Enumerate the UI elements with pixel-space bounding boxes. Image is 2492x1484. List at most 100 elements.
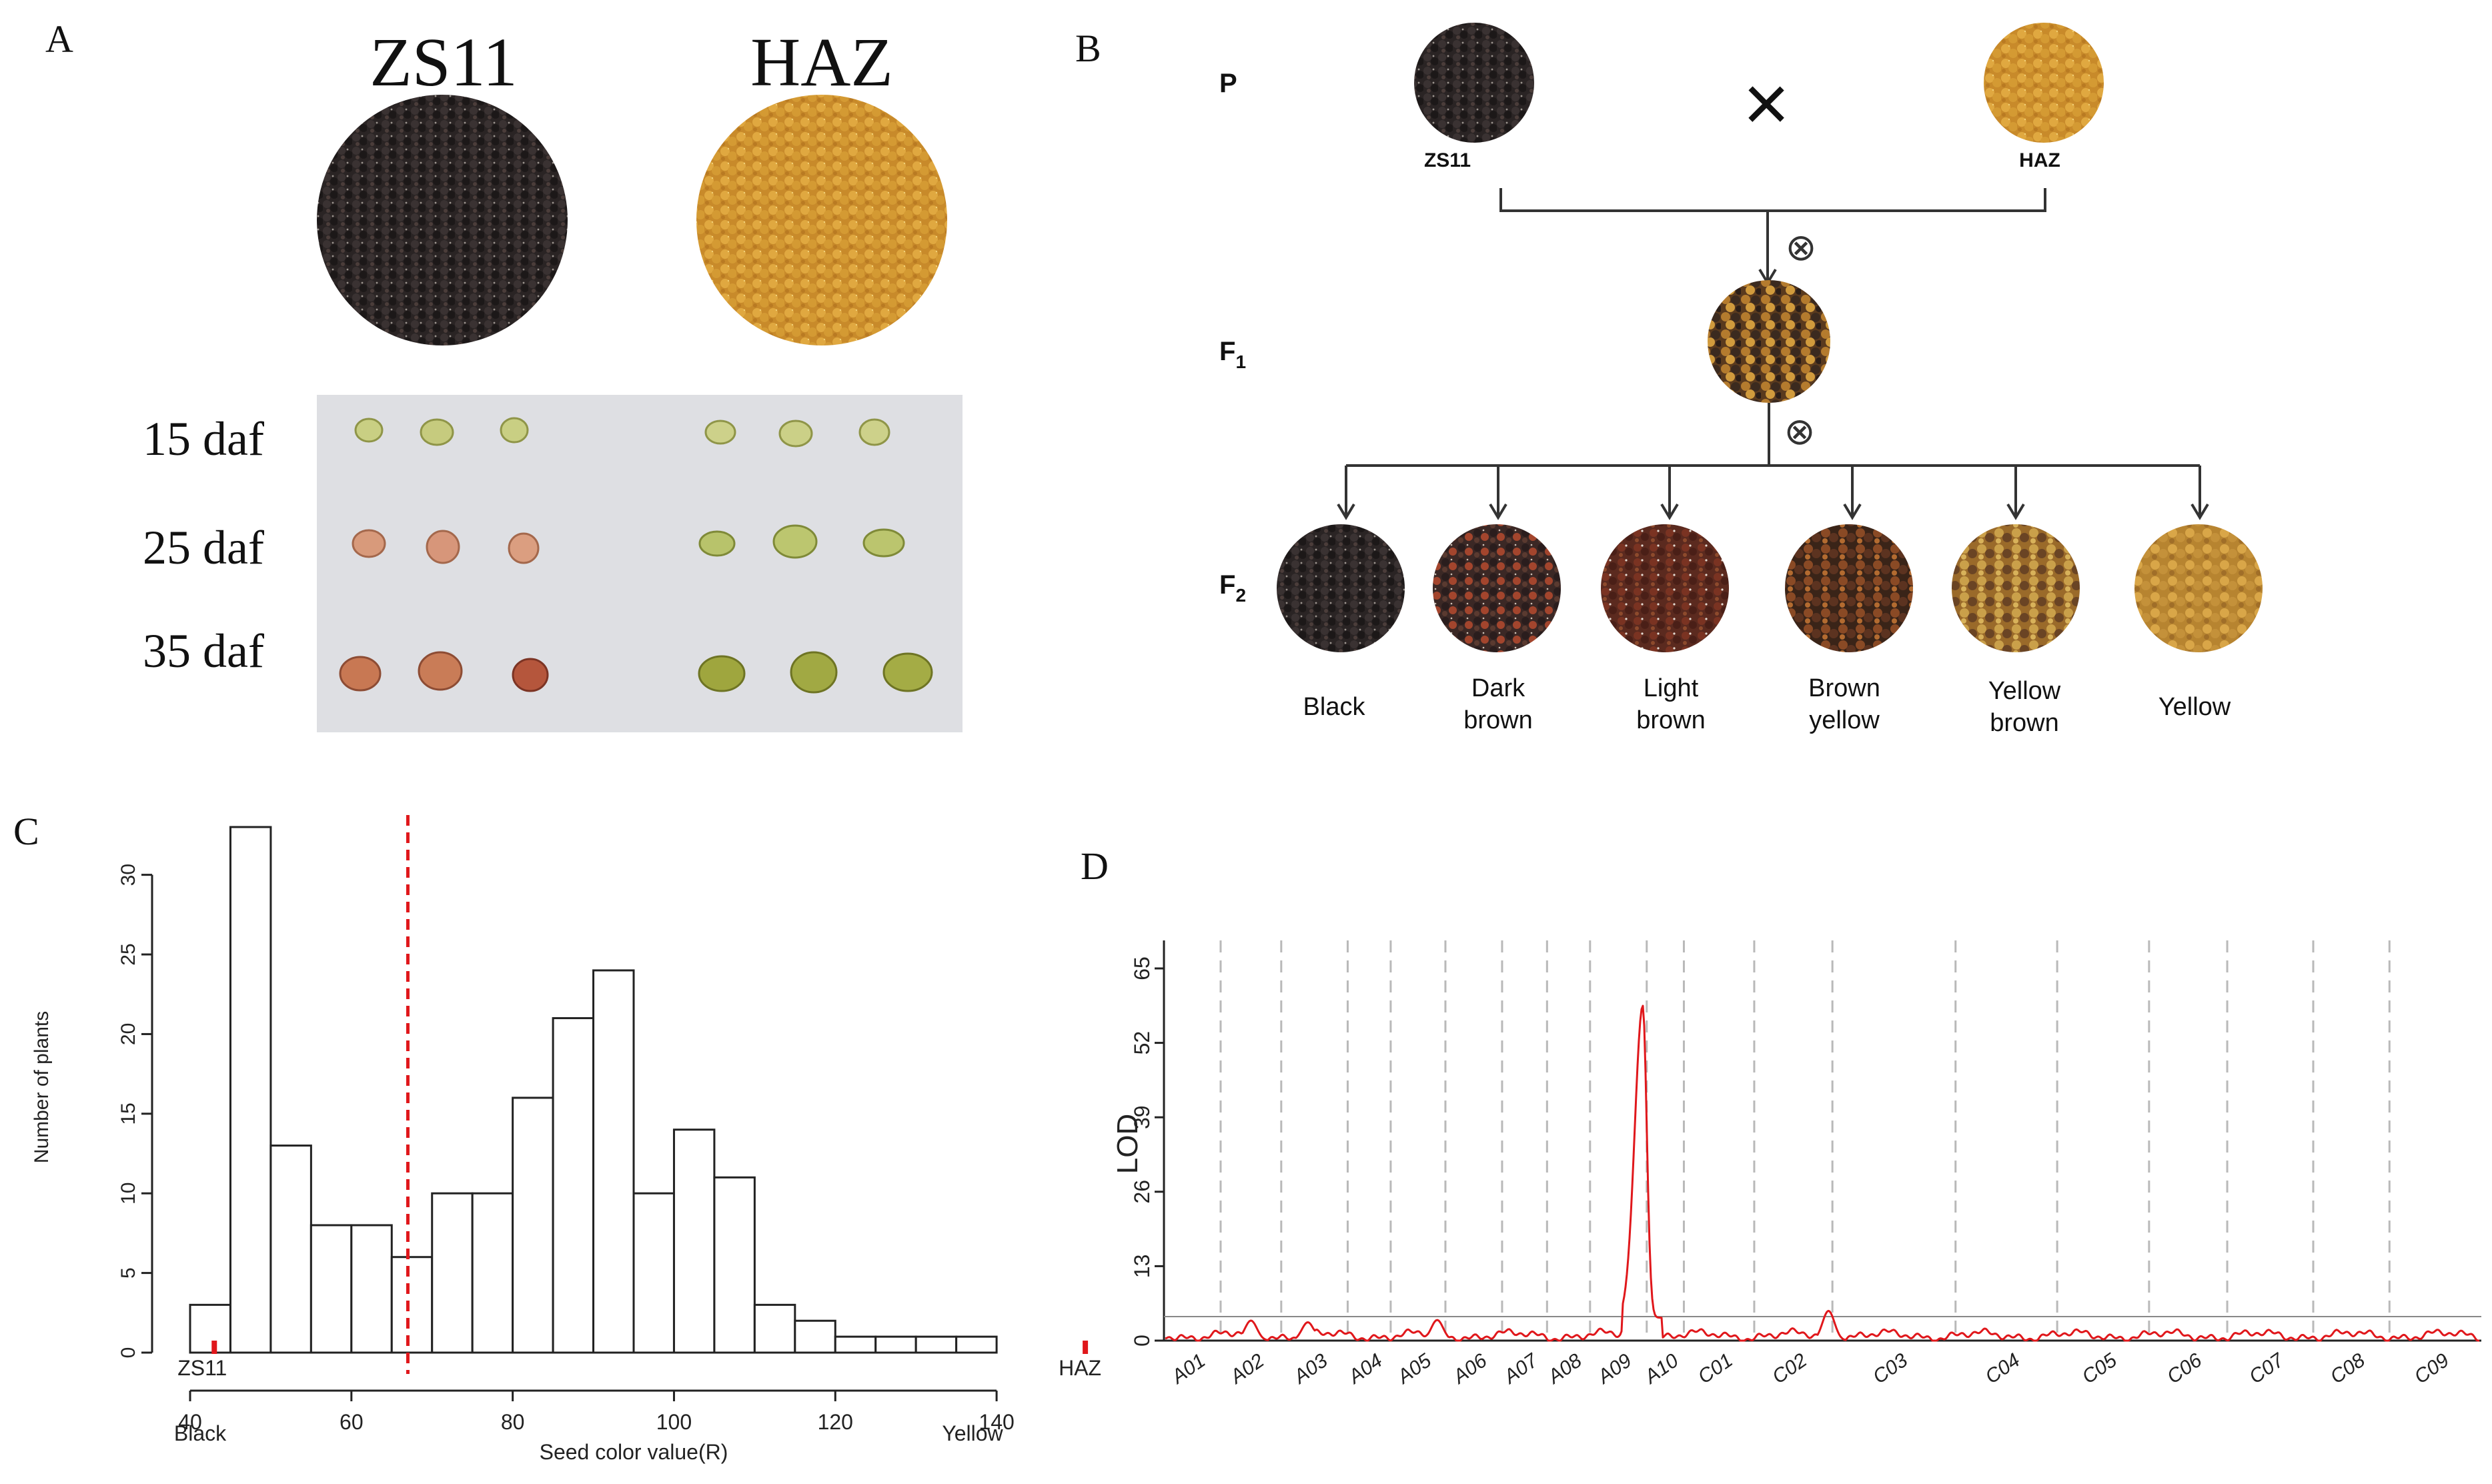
chromosome-label: A04 bbox=[1343, 1349, 1386, 1389]
seed-zs11-25daf bbox=[352, 529, 386, 558]
histogram-bar bbox=[632, 1192, 675, 1354]
f2-class-label: Yellow bbox=[2158, 693, 2231, 721]
x-axis-end-label-black: Black bbox=[174, 1421, 227, 1445]
histogram-bar bbox=[955, 1335, 998, 1354]
chromosome-label: C05 bbox=[2078, 1349, 2121, 1389]
histogram-bar bbox=[350, 1224, 393, 1354]
y-tick-label: 52 bbox=[1130, 1031, 1154, 1055]
stage-label-35daf: 35 daf bbox=[143, 624, 264, 678]
lod-chart: 0 13 26 39 52 65 LOD A01 A02 A03 A04 A05 A06 A07 A08 A0… bbox=[1111, 940, 2481, 1389]
stage-label-15daf: 15 daf bbox=[143, 412, 264, 466]
histogram-bar bbox=[189, 1303, 231, 1354]
p-zs11-seeds bbox=[1414, 23, 1534, 143]
developing-seed-photo bbox=[317, 395, 963, 732]
chromosome-label: A08 bbox=[1543, 1349, 1586, 1389]
parent-marker-label: HAZ bbox=[1059, 1356, 1101, 1380]
f2-class-labels: Black Dark brown Light brown Brown yello… bbox=[1303, 674, 2231, 737]
p-zs11-label: ZS11 bbox=[1424, 149, 1471, 171]
zs11-seed-image bbox=[317, 95, 568, 345]
chromosome-label: C08 bbox=[2327, 1349, 2369, 1389]
histogram-bar bbox=[753, 1303, 796, 1354]
panel-d-letter: D bbox=[1081, 844, 1109, 888]
y-axis-label: LOD bbox=[1111, 1114, 1144, 1174]
f2-class-label: Yellow bbox=[1988, 677, 2061, 705]
chromosome-label: C02 bbox=[1768, 1349, 1811, 1389]
chromosome-label: A05 bbox=[1393, 1349, 1436, 1389]
x-tick-label: 120 bbox=[818, 1410, 853, 1434]
chromosome-label: C09 bbox=[2411, 1349, 2453, 1389]
f2-class-label: Black bbox=[1303, 693, 1366, 721]
chromosome-label: A10 bbox=[1640, 1349, 1683, 1389]
panel-a: A ZS11 HAZ 15 daf 25 daf 35 daf bbox=[45, 17, 963, 732]
histogram-bar bbox=[552, 1017, 595, 1354]
y-tick-label: 20 bbox=[117, 1023, 139, 1045]
x-tick-label: 80 bbox=[501, 1410, 525, 1434]
y-tick-label: 65 bbox=[1130, 956, 1154, 980]
x-axis-label: Seed color value(R) bbox=[540, 1440, 728, 1464]
chromosome-label: A07 bbox=[1499, 1349, 1542, 1389]
p-to-f1-connector bbox=[1499, 188, 2046, 280]
seed-haz-35daf bbox=[790, 651, 838, 694]
panel-d: D 0 13 26 39 52 65 LOD A01 A02 A03 A04 A05 A06 A07 A08… bbox=[1081, 844, 2481, 1389]
y-tick-label: 39 bbox=[1130, 1105, 1154, 1129]
seed-haz-25daf bbox=[772, 524, 818, 559]
histogram-bar bbox=[794, 1319, 836, 1354]
seed-zs11-25daf bbox=[426, 530, 460, 564]
f2-class-label: brown bbox=[1636, 706, 1706, 734]
f2-class-label: brown bbox=[1463, 706, 1533, 734]
chromosome-label: C01 bbox=[1694, 1349, 1737, 1389]
seed-haz-35daf bbox=[882, 652, 933, 692]
histogram-bar bbox=[672, 1129, 716, 1354]
generation-label-f1: F1 bbox=[1219, 337, 1246, 372]
cross-symbol: × bbox=[1743, 59, 1790, 148]
seed-haz-25daf bbox=[698, 530, 736, 557]
panel-a-parent2-label: HAZ bbox=[750, 24, 893, 101]
self-pollination-icon: ⊗ bbox=[1786, 226, 1817, 268]
chromosome-label: C07 bbox=[2245, 1349, 2289, 1388]
y-tick-label: 30 bbox=[117, 864, 139, 886]
histogram-bar bbox=[713, 1176, 756, 1354]
self-pollination-icon: ⊗ bbox=[1784, 410, 1816, 452]
generation-label-f2: F2 bbox=[1219, 570, 1246, 606]
y-tick-label: 0 bbox=[1130, 1335, 1154, 1347]
histogram-bar bbox=[309, 1224, 353, 1354]
haz-seed-image bbox=[696, 95, 947, 345]
p-haz-seeds bbox=[1984, 23, 2104, 143]
panel-c-letter: C bbox=[13, 810, 39, 853]
f1-seeds bbox=[1708, 280, 1830, 403]
chromosome-label: C06 bbox=[2163, 1349, 2206, 1389]
y-tick-label: 0 bbox=[117, 1347, 139, 1359]
f2-class-label: Brown bbox=[1808, 674, 1880, 702]
seed-zs11-35daf bbox=[418, 651, 463, 691]
f2-seeds-black bbox=[1277, 524, 1405, 652]
seed-haz-15daf bbox=[704, 420, 736, 445]
seed-zs11-35daf bbox=[339, 656, 382, 692]
chromosome-label: A01 bbox=[1167, 1349, 1209, 1389]
f2-seeds-yellow-brown bbox=[1952, 524, 2080, 652]
y-tick-label: 26 bbox=[1130, 1180, 1154, 1204]
histogram-bar bbox=[592, 969, 635, 1354]
y-tick-label: 15 bbox=[117, 1102, 139, 1125]
panel-a-letter: A bbox=[45, 17, 73, 61]
panel-b: B P F1 F2 ZS11 HAZ × ⊗ ⊗ Blac bbox=[1075, 23, 2263, 737]
panel-a-parent1-label: ZS11 bbox=[370, 24, 518, 101]
seed-haz-15daf bbox=[858, 418, 890, 446]
y-axis-label: Number of plants bbox=[31, 1011, 53, 1163]
y-tick-label: 13 bbox=[1130, 1255, 1154, 1279]
generation-label-p: P bbox=[1219, 69, 1237, 98]
x-tick-label: 40 bbox=[178, 1410, 202, 1434]
histogram-bar bbox=[834, 1335, 877, 1354]
f2-class-label: brown bbox=[1990, 709, 2059, 737]
chromosome-label: A06 bbox=[1448, 1349, 1491, 1389]
seed-zs11-25daf bbox=[508, 532, 540, 564]
y-tick-label: 5 bbox=[117, 1267, 139, 1279]
seed-zs11-15daf bbox=[354, 418, 384, 443]
chromosome-label: A02 bbox=[1225, 1349, 1269, 1389]
seed-zs11-15daf bbox=[420, 418, 454, 446]
histogram-bar bbox=[471, 1192, 514, 1354]
f2-class-label: Light bbox=[1644, 674, 1699, 702]
histogram-bar bbox=[431, 1192, 474, 1354]
f2-seeds-dark-brown bbox=[1433, 524, 1561, 652]
seed-zs11-15daf bbox=[500, 417, 529, 444]
